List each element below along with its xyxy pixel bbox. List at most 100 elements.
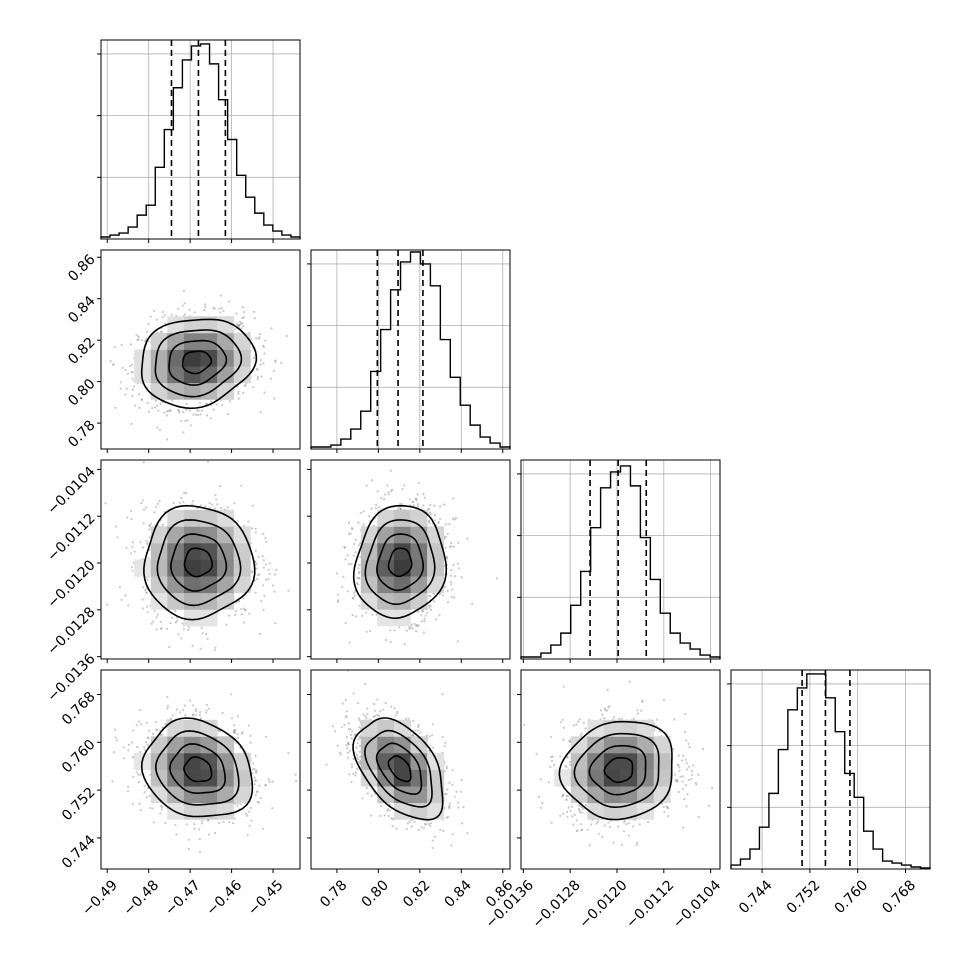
density-cell: [150, 752, 168, 770]
scatter-point: [417, 503, 420, 506]
x-tick-label: −0.49: [79, 877, 121, 919]
scatter-point: [166, 707, 169, 710]
scatter-point: [171, 714, 174, 717]
scatter-point: [268, 562, 272, 565]
scatter-point: [119, 387, 122, 390]
scatter-point: [412, 720, 415, 723]
scatter-point: [352, 554, 355, 557]
scatter-point: [446, 788, 449, 791]
scatter-point: [226, 506, 229, 509]
x-tick-label: 0.752: [784, 877, 824, 917]
scatter-point: [145, 576, 148, 579]
scatter-point: [389, 809, 392, 812]
scatter-point: [356, 767, 359, 771]
scatter-point: [127, 604, 130, 607]
scatter-point: [368, 630, 372, 633]
density-cell: [360, 559, 378, 577]
density-cell: [200, 786, 218, 804]
scatter-point: [678, 766, 681, 769]
scatter-point: [222, 820, 225, 823]
scatter-point: [139, 773, 142, 776]
scatter-point: [215, 498, 218, 501]
scatter-point: [216, 503, 219, 506]
scatter-point: [229, 693, 233, 696]
scatter-point: [456, 640, 460, 643]
scatter-point: [185, 402, 188, 405]
scatter-point: [188, 308, 191, 311]
scatter-point: [152, 732, 155, 736]
scatter-point: [579, 805, 582, 808]
density-cell: [167, 592, 185, 610]
scatter-point: [353, 594, 356, 597]
density-cell: [200, 576, 218, 594]
scatter-point: [414, 729, 417, 732]
density-cell: [393, 542, 411, 560]
scatter-point: [350, 527, 354, 530]
scatter-point: [572, 823, 575, 826]
scatter-point: [191, 644, 194, 648]
scatter-point: [165, 438, 168, 441]
scatter-point: [685, 805, 688, 808]
scatter-point: [252, 386, 255, 389]
scatter-point: [427, 822, 430, 826]
scatter-point: [359, 755, 362, 758]
scatter-point: [249, 741, 252, 744]
scatter-point: [437, 520, 440, 523]
scatter-point: [449, 580, 453, 583]
scatter-point: [242, 325, 245, 328]
scatter-point: [133, 550, 136, 553]
scatter-point: [411, 734, 414, 737]
scatter-point: [599, 709, 602, 712]
scatter-point: [176, 708, 179, 711]
scatter-point: [333, 730, 337, 733]
scatter-point: [156, 426, 159, 429]
scatter-point: [675, 778, 679, 782]
scatter-point: [287, 589, 290, 592]
density-cell: [217, 576, 235, 594]
scatter-point: [539, 778, 542, 781]
scatter-point: [655, 718, 658, 721]
scatter-point: [403, 484, 406, 487]
scatter-point: [443, 770, 446, 773]
scatter-point: [358, 750, 361, 753]
scatter-point: [549, 756, 553, 759]
scatter-point: [182, 431, 185, 434]
density-cell: [620, 736, 638, 754]
scatter-point: [199, 413, 202, 416]
scatter-point: [679, 775, 682, 778]
scatter-point: [357, 521, 360, 524]
scatter-point: [131, 395, 134, 398]
scatter-point: [423, 617, 426, 620]
scatter-point: [160, 804, 163, 807]
scatter-point: [207, 819, 210, 822]
density-cell: [233, 769, 251, 787]
scatter-point: [553, 763, 556, 767]
scatter-point: [131, 802, 135, 805]
scatter-point: [439, 828, 442, 832]
scatter-point: [612, 841, 615, 844]
scatter-point: [243, 384, 246, 387]
scatter-point: [336, 593, 339, 596]
scatter-point: [161, 733, 164, 736]
scatter-point: [203, 303, 207, 306]
scatter-point: [362, 523, 365, 527]
scatter-point: [177, 408, 180, 412]
y-tick-label: 0.752: [59, 784, 99, 824]
scatter-point: [168, 645, 171, 649]
contour-line: [168, 743, 227, 795]
scatter-point: [349, 733, 352, 737]
scatter-point: [236, 804, 239, 807]
scatter-point: [358, 563, 361, 567]
scatter-point: [448, 806, 451, 809]
density-cell: [233, 526, 251, 544]
scatter-point: [575, 723, 578, 726]
scatter-point: [408, 498, 412, 501]
scatter-point: [451, 833, 454, 836]
scatter-point: [577, 804, 580, 807]
scatter-point: [179, 451, 181, 453]
density-cell: [200, 382, 218, 400]
scatter-point: [347, 563, 350, 566]
scatter-point: [172, 501, 175, 505]
y-tick-label: 0.86: [65, 252, 98, 285]
scatter-point: [253, 310, 256, 313]
